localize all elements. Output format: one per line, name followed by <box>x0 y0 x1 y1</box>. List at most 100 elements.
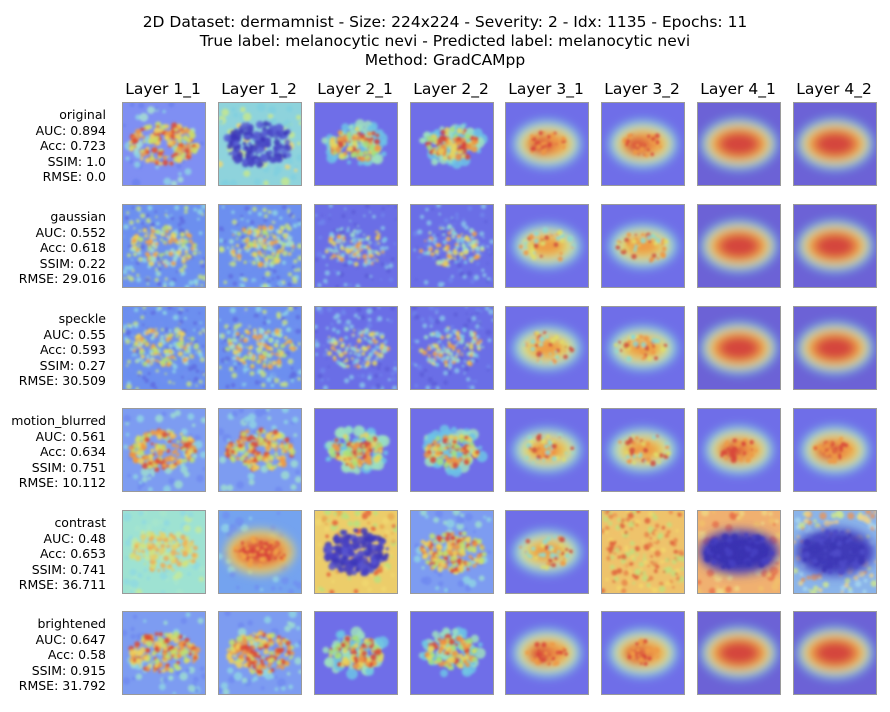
row-metric-acc: Acc: 0.723 <box>39 138 106 153</box>
heatmap-cell-speckle-7 <box>697 306 781 390</box>
heatmap-cell-speckle-8 <box>793 306 877 390</box>
heatmap-cell-motion_blurred-8 <box>793 408 877 492</box>
row-metric-rmse: RMSE: 36.711 <box>18 577 106 592</box>
row-metric-acc: Acc: 0.634 <box>39 444 106 459</box>
heatmap-cell-original-6 <box>601 102 685 186</box>
heatmap-cell-brightened-8 <box>793 611 877 695</box>
heatmap-cell-original-4 <box>410 102 494 186</box>
heatmap-image <box>411 307 493 389</box>
row-metric-ssim: SSIM: 1.0 <box>47 153 106 169</box>
heatmap-cell-contrast-1 <box>122 510 206 594</box>
row-metric-name: original <box>59 107 106 122</box>
heatmap-cell-motion_blurred-3 <box>314 408 398 492</box>
row-metric-rmse: RMSE: 31.792 <box>18 678 106 693</box>
heatmap-cell-gaussian-8 <box>793 204 877 288</box>
heatmap-cell-contrast-6 <box>601 510 685 594</box>
row-metric-name: contrast <box>54 515 106 530</box>
heatmap-image <box>411 103 493 185</box>
heatmap-cell-speckle-4 <box>410 306 494 390</box>
row-metric-ssim: SSIM: 0.741 <box>31 561 106 577</box>
heatmap-image <box>698 612 780 694</box>
row-label-motion_blurred: motion_blurred AUC: 0.561 Acc: 0.634 SSIM: … <box>0 413 106 491</box>
heatmap-image <box>219 511 301 593</box>
heatmap-image <box>794 307 876 389</box>
heatmap-image <box>123 511 205 593</box>
heatmap-image <box>698 511 780 593</box>
heatmap-image <box>794 409 876 491</box>
column-header-layer: Layer 2_1 <box>317 80 393 98</box>
row-metric-ssim: SSIM: 0.751 <box>31 459 106 475</box>
heatmap-cell-gaussian-5 <box>505 204 589 288</box>
heatmap-image <box>794 103 876 185</box>
row-metric-acc: Acc: 0.653 <box>39 546 106 561</box>
heatmap-cell-original-3 <box>314 102 398 186</box>
heatmap-image <box>123 612 205 694</box>
row-metric-auc: AUC: 0.552 <box>35 224 106 240</box>
heatmap-image <box>506 409 588 491</box>
row-metric-auc: AUC: 0.894 <box>35 122 106 138</box>
heatmap-image <box>506 307 588 389</box>
heatmap-cell-motion_blurred-1 <box>122 408 206 492</box>
heatmap-cell-motion_blurred-4 <box>410 408 494 492</box>
heatmap-cell-original-7 <box>697 102 781 186</box>
row-metric-auc: AUC: 0.561 <box>35 428 106 444</box>
heatmap-image <box>794 205 876 287</box>
heatmap-cell-original-1 <box>122 102 206 186</box>
heatmap-image <box>602 103 684 185</box>
heatmap-image <box>315 205 397 287</box>
heatmap-image <box>506 205 588 287</box>
heatmap-image <box>602 307 684 389</box>
heatmap-image <box>219 205 301 287</box>
heatmap-cell-contrast-3 <box>314 510 398 594</box>
heatmap-cell-motion_blurred-5 <box>505 408 589 492</box>
column-header-layer: Layer 1_1 <box>125 80 201 98</box>
heatmap-image <box>602 205 684 287</box>
heatmap-cell-contrast-2 <box>218 510 302 594</box>
heatmap-cell-contrast-8 <box>793 510 877 594</box>
heatmap-image <box>219 409 301 491</box>
heatmap-cell-motion_blurred-7 <box>697 408 781 492</box>
heatmap-image <box>602 409 684 491</box>
heatmap-image <box>411 205 493 287</box>
heatmap-cell-brightened-5 <box>505 611 589 695</box>
heatmap-image <box>411 511 493 593</box>
heatmap-cell-motion_blurred-2 <box>218 408 302 492</box>
heatmap-image <box>315 409 397 491</box>
heatmap-image <box>315 511 397 593</box>
heatmap-cell-brightened-1 <box>122 611 206 695</box>
heatmap-image <box>315 103 397 185</box>
heatmap-image <box>794 612 876 694</box>
row-metric-ssim: SSIM: 0.27 <box>39 357 106 373</box>
heatmap-image <box>219 103 301 185</box>
row-metric-rmse: RMSE: 30.509 <box>18 373 106 388</box>
heatmap-cell-contrast-7 <box>697 510 781 594</box>
row-label-original: original AUC: 0.894 Acc: 0.723 SSIM: 1.0 RMS… <box>0 107 106 185</box>
heatmap-image <box>123 409 205 491</box>
heatmap-image <box>698 205 780 287</box>
row-metric-name: gaussian <box>50 209 106 224</box>
heatmap-image <box>506 103 588 185</box>
row-metric-auc: AUC: 0.55 <box>43 326 106 342</box>
heatmap-cell-brightened-6 <box>601 611 685 695</box>
heatmap-image <box>123 103 205 185</box>
row-metric-name: motion_blurred <box>11 413 106 428</box>
row-metric-name: speckle <box>58 311 106 326</box>
heatmap-cell-gaussian-7 <box>697 204 781 288</box>
heatmap-cell-gaussian-6 <box>601 204 685 288</box>
heatmap-cell-speckle-5 <box>505 306 589 390</box>
heatmap-cell-original-8 <box>793 102 877 186</box>
row-metric-ssim: SSIM: 0.22 <box>39 255 106 271</box>
heatmap-image <box>794 511 876 593</box>
row-label-contrast: contrast AUC: 0.48 Acc: 0.653 SSIM: 0.741 RM… <box>0 515 106 593</box>
heatmap-cell-original-5 <box>505 102 589 186</box>
heatmap-cell-gaussian-1 <box>122 204 206 288</box>
heatmap-cell-contrast-5 <box>505 510 589 594</box>
heatmap-cell-motion_blurred-6 <box>601 408 685 492</box>
heatmap-image <box>506 511 588 593</box>
column-header-layer: Layer 1_2 <box>221 80 297 98</box>
row-metric-auc: AUC: 0.48 <box>43 530 106 546</box>
heatmap-cell-speckle-6 <box>601 306 685 390</box>
row-metric-acc: Acc: 0.593 <box>39 342 106 357</box>
heatmap-image <box>698 103 780 185</box>
heatmap-image <box>602 511 684 593</box>
